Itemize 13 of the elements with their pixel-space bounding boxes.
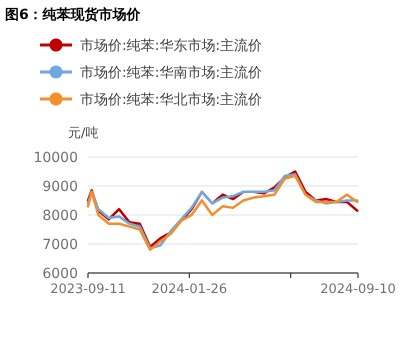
y-tick-label: 7000 — [42, 236, 78, 253]
x-tick-label: 2024-01-26 — [152, 282, 228, 297]
chart-title: 图6：纯苯现货市场价 — [5, 6, 142, 23]
x-tick-label: 2023-09-11 — [50, 282, 126, 297]
y-tick-label: 6000 — [42, 266, 78, 282]
legend-label: 市场价:纯苯:华南市场:主流价 — [80, 65, 262, 81]
legend-label: 市场价:纯苯:华东市场:主流价 — [80, 38, 262, 54]
x-tick-label: 2024-09-10 — [320, 282, 396, 297]
y-tick-label: 9000 — [42, 178, 78, 195]
y-axis-title: 元/吨 — [68, 126, 98, 141]
y-tick-label: 8000 — [42, 208, 78, 224]
legend-label: 市场价:纯苯:华北市场:主流价 — [80, 92, 262, 108]
y-tick-label: 10000 — [33, 150, 78, 166]
